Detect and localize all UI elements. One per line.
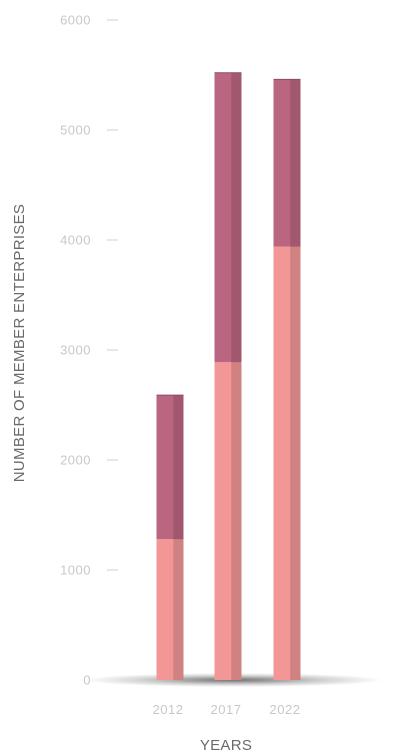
x-tick-label: 2017 (211, 702, 242, 717)
x-tick-label: 2012 (153, 702, 184, 717)
bar-segment (156, 539, 184, 680)
y-tick-label: 4000 (60, 233, 91, 248)
bar-segment-side (290, 79, 301, 247)
x-axis: 2012 2017 2022 (153, 702, 301, 717)
bar-segment-side (231, 362, 242, 680)
y-tick-label: 5000 (60, 123, 91, 138)
bar-segment-side (231, 72, 242, 363)
x-tick-label: 2022 (270, 702, 301, 717)
bar-segment (273, 246, 301, 680)
y-tick-label: 0 (83, 673, 91, 688)
y-tick-label: 6000 (60, 13, 91, 28)
bar-segment-side (290, 246, 301, 680)
y-tick-label: 1000 (60, 563, 91, 578)
bars (156, 72, 301, 680)
bar-segment (156, 395, 184, 540)
y-axis: 0 1000 2000 3000 4000 5000 6000 (60, 13, 118, 688)
y-tick-label: 2000 (60, 453, 91, 468)
x-axis-title: YEARS (200, 737, 252, 754)
bar-segment (214, 362, 242, 680)
y-tick-label: 3000 (60, 343, 91, 358)
bar-segment (214, 72, 242, 363)
bar-segment (273, 79, 301, 247)
bar-segment-side (173, 539, 184, 680)
y-axis-title: NUMBER OF MEMBER ENTERPRISES (11, 204, 28, 482)
bar-segment-side (173, 395, 184, 540)
